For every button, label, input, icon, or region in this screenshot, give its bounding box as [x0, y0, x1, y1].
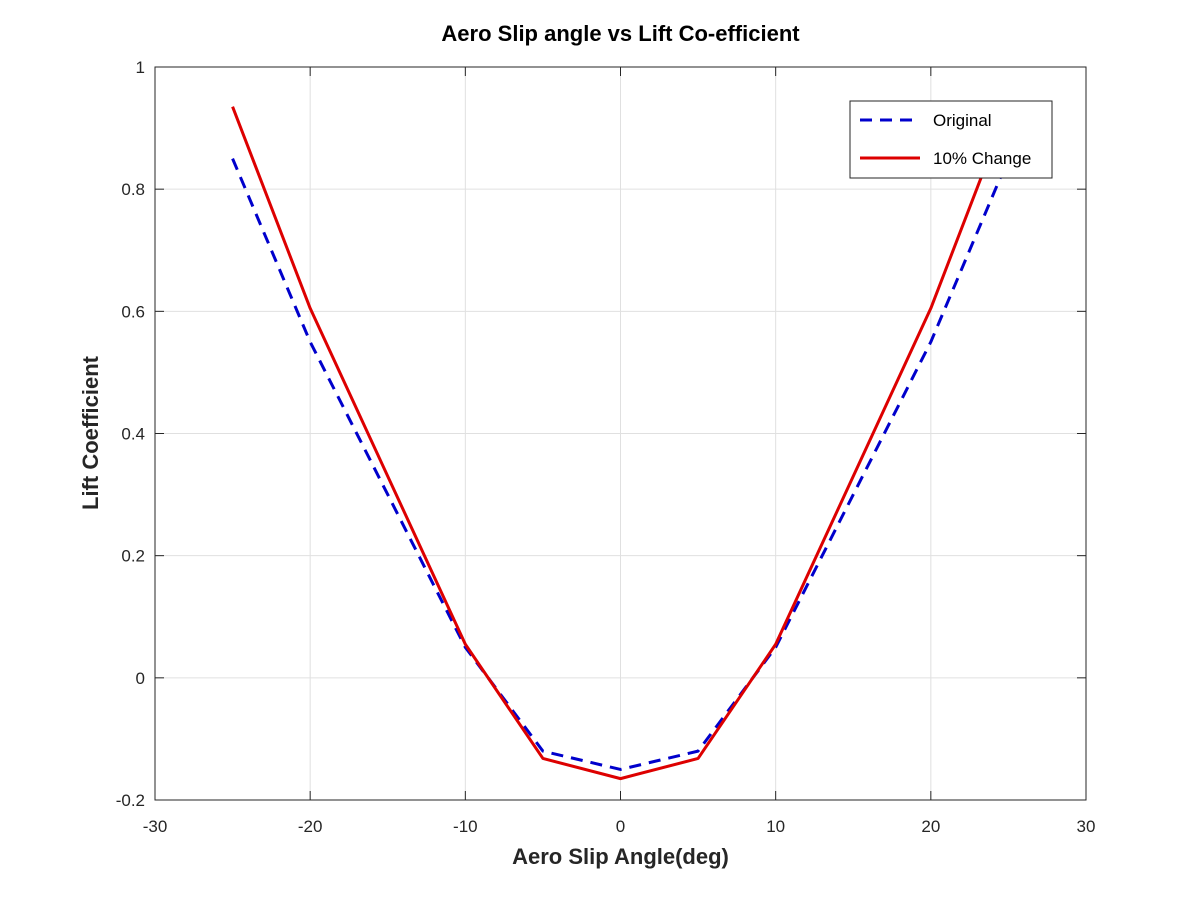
- series-layer: [231, 106, 1010, 781]
- x-tick-label: 30: [1077, 817, 1096, 836]
- x-tick-label: 0: [616, 817, 625, 836]
- y-tick-label: -0.2: [116, 791, 145, 810]
- ticks: -30 -20 -10 0 10 20 30 -0.2 0 0.2 0.4 0.6 0.8 1: [116, 58, 1096, 836]
- x-tick-label: 10: [766, 817, 785, 836]
- legend-box: [849, 100, 1053, 179]
- legend-label-original: Original: [933, 111, 992, 130]
- y-tick-label: 0.6: [121, 302, 145, 321]
- x-tick-label: -30: [143, 817, 168, 836]
- y-axis-label: Lift Coefficient: [78, 355, 103, 510]
- y-tick-label: 0.4: [121, 425, 145, 444]
- x-tick-label: 20: [921, 817, 940, 836]
- y-tick-label: 1: [136, 58, 145, 77]
- y-tick-label: 0: [136, 669, 145, 688]
- series-line-10pct-change: [231, 106, 1010, 781]
- legend-label-10pct-change: 10% Change: [933, 149, 1031, 168]
- x-axis-label: Aero Slip Angle(deg): [512, 844, 729, 869]
- legend: Original 10% Change: [849, 100, 1053, 179]
- chart-title: Aero Slip angle vs Lift Co-efficient: [441, 21, 800, 46]
- y-tick-label: 0.2: [121, 547, 145, 566]
- series-line-original: [231, 158, 1010, 771]
- y-tick-label: 0.8: [121, 180, 145, 199]
- x-tick-label: -20: [298, 817, 323, 836]
- x-tick-label: -10: [453, 817, 478, 836]
